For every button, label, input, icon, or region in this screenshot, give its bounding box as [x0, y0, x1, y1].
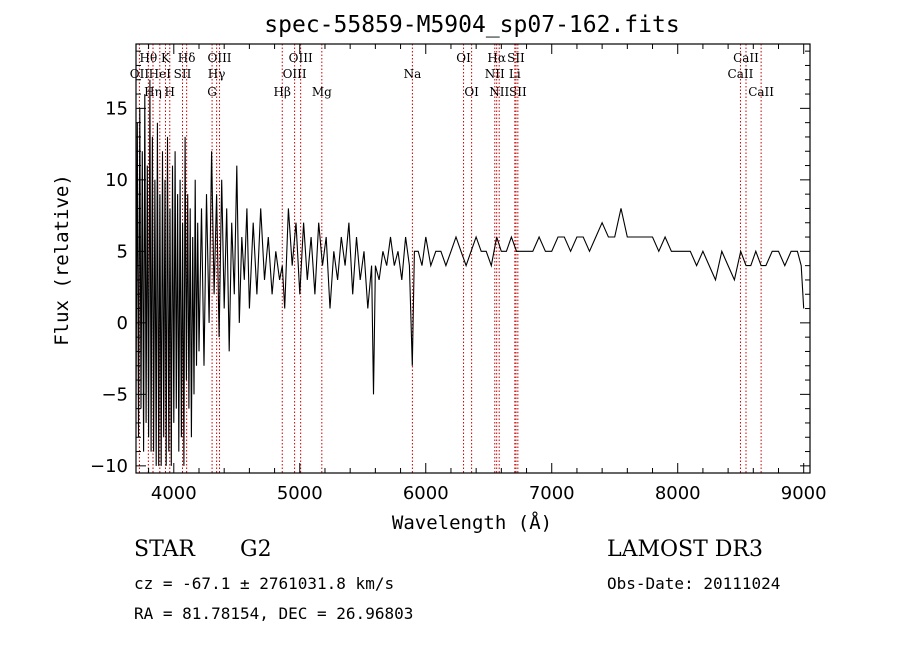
axis-ticks: [136, 44, 810, 473]
line-label-18: NII: [485, 67, 505, 81]
x-tick-label-5: 9000: [781, 483, 827, 504]
line-label-2: Hη: [144, 85, 162, 99]
line-label-3: HeI: [149, 67, 172, 81]
x-tick-label-4: 8000: [655, 483, 701, 504]
object-subclass: G2: [240, 537, 272, 562]
x-tick-label-3: 7000: [529, 483, 575, 504]
plot-frame: [135, 43, 811, 474]
spectral-line-markers: [138, 44, 762, 473]
line-label-25: CaII: [733, 51, 759, 65]
y-tick-label-4: 10: [105, 170, 128, 191]
line-label-22: SII: [507, 51, 525, 65]
survey-name: LAMOST DR3: [607, 537, 763, 562]
y-axis-label: Flux (relative): [51, 174, 73, 346]
line-label-17: OI: [464, 85, 479, 99]
y-tick-label-5: 15: [105, 98, 128, 119]
tick-labels: 4000 5000 6000 7000 8000 9000 −10 −5 0 5 10 15: [90, 98, 827, 504]
line-label-16: OI: [456, 51, 471, 65]
line-label-11: Hβ: [274, 85, 291, 99]
line-label-4: K: [161, 51, 171, 65]
chart-title: spec-55859-M5904_sp07-162.fits: [264, 12, 679, 38]
x-tick-label-1: 5000: [277, 483, 323, 504]
ra-dec: RA = 81.78154, DEC = 26.96803: [134, 604, 414, 623]
line-label-5: H: [165, 85, 175, 99]
line-label-8: G: [207, 85, 217, 99]
spectrum-chart: spec-55859-M5904_sp07-162.fits OII Hθ Hη He…: [51, 12, 827, 534]
line-label-23: SII: [509, 85, 527, 99]
obs-date: Obs-Date: 20111024: [607, 574, 781, 593]
line-label-26: CaII: [748, 85, 774, 99]
redshift-cz: cz = -67.1 ± 2761031.8 km/s: [134, 574, 395, 593]
x-tick-label-0: 4000: [151, 483, 197, 504]
line-label-7: Hδ: [178, 51, 196, 65]
x-tick-label-2: 6000: [403, 483, 449, 504]
line-label-15: Na: [404, 67, 422, 81]
line-label-24: CaII: [728, 67, 754, 81]
spectral-line-labels: OII Hθ Hη HeI K H SII Hδ G Hγ OIII Hβ OIII OIII Mg Na OI…: [130, 51, 775, 99]
line-label-20: NII: [489, 85, 509, 99]
line-label-12: OIII: [283, 67, 307, 81]
line-label-10: OIII: [207, 51, 231, 65]
y-tick-label-3: 5: [117, 241, 128, 262]
line-label-6: SII: [174, 67, 192, 81]
line-label-0: OII: [130, 67, 150, 81]
line-label-19: Hα: [487, 51, 506, 65]
spectrum-line: [135, 79, 805, 466]
y-tick-label-2: 0: [117, 313, 128, 334]
y-tick-label-0: −10: [90, 456, 128, 477]
line-label-9: Hγ: [208, 67, 226, 81]
y-tick-label-1: −5: [101, 384, 128, 405]
line-label-13: OIII: [289, 51, 313, 65]
x-axis-label: Wavelength (Å): [392, 511, 552, 534]
line-label-21: Li: [509, 67, 521, 81]
object-class: STAR: [134, 537, 195, 562]
line-label-14: Mg: [312, 85, 332, 99]
line-label-1: Hθ: [139, 51, 157, 65]
